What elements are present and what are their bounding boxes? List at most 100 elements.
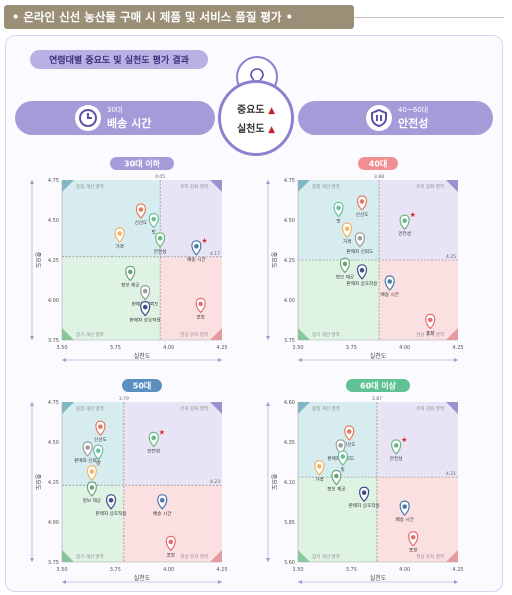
pin-dot bbox=[340, 454, 346, 459]
x-tick-label: 3.50 bbox=[292, 567, 303, 573]
corner-tri bbox=[446, 550, 458, 562]
pin-dot bbox=[89, 485, 95, 490]
point-label: 포장 bbox=[196, 313, 205, 320]
y-arrow-head bbox=[266, 336, 270, 340]
x-axis-label: 실천도 bbox=[370, 574, 387, 582]
corner-tri bbox=[210, 550, 222, 562]
x-tick-label: 3.75 bbox=[110, 345, 121, 351]
point-label: 안전성 bbox=[147, 447, 160, 454]
up-arrow-icon: ▲ bbox=[268, 125, 275, 135]
corner-tri bbox=[62, 402, 74, 414]
point-label: 포장 bbox=[426, 329, 435, 336]
title-divider bbox=[354, 17, 504, 18]
point-label: 배송 시간 bbox=[153, 510, 172, 517]
data-point: 포장 bbox=[408, 531, 419, 554]
data-point: 판매자 상호작용 bbox=[96, 494, 127, 517]
band-right: 40~60대 안전성 bbox=[298, 101, 493, 135]
mean-x-label: 3.88 bbox=[374, 174, 384, 180]
star-icon: ★ bbox=[201, 237, 207, 245]
quadrant-label: 장기 개선 영역 bbox=[76, 331, 104, 338]
y-tick-label: 4.00 bbox=[48, 298, 59, 304]
corner-tri bbox=[298, 402, 310, 414]
pin-dot bbox=[402, 218, 407, 223]
data-point: 신선도 bbox=[356, 195, 368, 218]
chart-title-pill bbox=[358, 157, 398, 170]
pin-dot bbox=[410, 534, 416, 540]
pin-dot bbox=[361, 490, 367, 496]
pin-dot bbox=[393, 443, 399, 448]
data-point: 배송 시간 bbox=[153, 494, 172, 517]
chart-60s-over: 중점 개선 영역 유지 강화 영역 장기 개선 영역 현상 유지 영역 3.87 4.21… bbox=[258, 376, 493, 591]
corner-tri bbox=[210, 328, 222, 340]
y-arrow-head bbox=[30, 558, 34, 562]
y-arrow-head bbox=[266, 558, 270, 562]
y-tick-label: 4.25 bbox=[48, 258, 59, 264]
data-point: 신선도 bbox=[343, 425, 356, 448]
pin-dot bbox=[357, 236, 363, 241]
up-arrow-icon: ▲ bbox=[268, 106, 275, 116]
quadrant-top-right bbox=[123, 402, 222, 486]
pin-dot bbox=[198, 301, 203, 307]
point-label: 포장 bbox=[167, 551, 176, 558]
y-arrow-head bbox=[30, 336, 34, 340]
quadrant-label: 중점 개선 영역 bbox=[76, 405, 104, 412]
quadrant-label: 유지 강화 영역 bbox=[180, 405, 208, 412]
x-axis-label: 실천도 bbox=[370, 352, 387, 360]
data-point: 신선도 bbox=[94, 420, 107, 443]
corner-tri bbox=[210, 402, 222, 414]
quadrant-label: 중점 개선 영역 bbox=[76, 183, 104, 190]
data-point: 맛 bbox=[337, 450, 348, 473]
pin-dot bbox=[342, 261, 348, 267]
data-point: 안전성 ★ bbox=[147, 428, 165, 454]
x-axis-label: 실천도 bbox=[134, 352, 151, 360]
x-tick-label: 4.00 bbox=[163, 345, 174, 351]
pin-dot bbox=[194, 244, 199, 249]
y-tick-label: 4.50 bbox=[48, 440, 59, 446]
quadrant-bottom-right bbox=[160, 256, 222, 340]
point-label: 배송 시간 bbox=[395, 516, 414, 523]
y-tick-label: 3.85 bbox=[284, 520, 295, 526]
data-point: 안전성 ★ bbox=[390, 436, 408, 462]
y-tick-label: 3.75 bbox=[48, 338, 59, 344]
data-point: 배송 시간 bbox=[395, 500, 415, 523]
x-arrow-head bbox=[62, 580, 66, 584]
x-arrow-head bbox=[298, 580, 302, 584]
point-label: 맛 bbox=[96, 460, 101, 467]
x-arrow-head bbox=[454, 580, 458, 584]
quadrant-label: 현상 유지 영역 bbox=[180, 331, 208, 338]
x-tick-label: 4.00 bbox=[163, 567, 174, 573]
data-point: 판매자 신뢰도 bbox=[74, 441, 101, 464]
quadrant-label: 장기 개선 영역 bbox=[312, 331, 340, 338]
x-arrow-head bbox=[454, 358, 458, 362]
corner-tri bbox=[298, 550, 310, 562]
corner-tri bbox=[446, 328, 458, 340]
corner-tri bbox=[210, 180, 222, 192]
data-point: 배송 시간 bbox=[381, 275, 400, 298]
quadrant-bottom-right bbox=[123, 485, 222, 562]
data-point: 포장 bbox=[165, 535, 176, 558]
quadrant-label: 장기 개선 영역 bbox=[76, 553, 104, 560]
pin-dot bbox=[95, 448, 101, 453]
chart-40s: 중점 개선 영역 유지 강화 영역 장기 개선 영역 현상 유지 영역 3.88 4.25… bbox=[258, 154, 493, 369]
quadrant-top-right bbox=[376, 402, 458, 478]
quadrant-label: 장기 개선 영역 bbox=[312, 553, 340, 560]
chart-30s-under: 중점 개선 영역 유지 강화 영역 장기 개선 영역 현상 유지 영역 4.05 4.17… bbox=[22, 154, 257, 369]
mean-x-label: 4.05 bbox=[155, 174, 165, 180]
band-left-item: 배송 시간 bbox=[107, 117, 152, 130]
x-tick-label: 4.00 bbox=[399, 345, 410, 351]
data-point: 포장 bbox=[425, 313, 436, 336]
pin-dot bbox=[157, 236, 163, 241]
quadrant-label: 유지 강화 영역 bbox=[416, 183, 444, 190]
data-point: 맛 bbox=[148, 212, 159, 236]
point-label: 신선도 bbox=[135, 219, 148, 226]
y-tick-label: 4.25 bbox=[284, 258, 295, 264]
pin-dot bbox=[98, 424, 103, 429]
mean-y-label: 4.21 bbox=[446, 471, 456, 477]
x-arrow-head bbox=[218, 358, 222, 362]
data-point: 안전성 ★ bbox=[398, 211, 416, 237]
pin-dot bbox=[142, 304, 148, 310]
practice-row: 실천도 ▲ bbox=[237, 120, 275, 135]
quadrant-label: 유지 강화 영역 bbox=[180, 183, 208, 190]
practice-label: 실천도 bbox=[236, 124, 265, 135]
